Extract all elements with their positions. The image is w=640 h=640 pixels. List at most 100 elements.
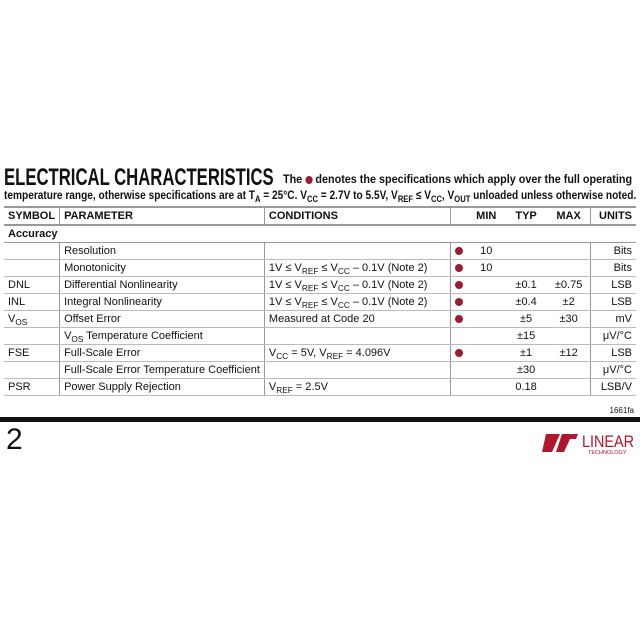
text-segment: temperature range, otherwise specificati…: [4, 188, 255, 202]
column-header: [449, 206, 468, 226]
symbol-cell: DNL: [4, 276, 60, 294]
text-segment: V: [64, 329, 72, 342]
subscript: REF: [301, 300, 319, 310]
svg-text:LINEAR: LINEAR: [582, 432, 634, 451]
table-row: PSR Power Supply Rejection VREF = 2.5V 0.18…: [4, 378, 636, 396]
text-segment: Differential Nonlinearity: [64, 278, 178, 291]
typ-cell: [504, 259, 548, 277]
parameter-cell: Monotonicity: [59, 259, 265, 277]
bullet-cell: [449, 327, 468, 345]
text-segment: Measured at Code 20: [268, 312, 375, 325]
typ-cell: ±1: [504, 344, 548, 362]
text-segment: = 2.5V: [292, 380, 328, 393]
conditions-cell: [263, 361, 450, 379]
intro-text: denotes the specifications which apply o…: [315, 172, 633, 186]
max-cell: ±2: [547, 293, 591, 311]
symbol-cell: [4, 242, 60, 260]
column-header: PARAMETER: [59, 206, 265, 226]
bullet-icon: [455, 280, 464, 289]
column-header: CONDITIONS: [263, 206, 450, 226]
column-header: MIN: [467, 206, 505, 226]
footer-rule: [0, 417, 640, 422]
symbol-cell: INL: [4, 293, 60, 311]
symbol-cell: FSE: [4, 344, 60, 362]
text-segment: , V: [441, 188, 455, 202]
table-row: Resolution 10 Bits: [4, 242, 636, 260]
bullet-icon: [455, 297, 464, 306]
conditions-cell: [263, 242, 450, 260]
typ-cell: ±15: [504, 327, 548, 345]
units-cell: μV/°C: [589, 327, 636, 345]
intro-line-1: The denotes the specifications which app…: [283, 172, 632, 186]
units-cell: Bits: [589, 242, 636, 260]
table-row: INL Integral Nonlinearity 1V ≤ VREF ≤ VCC …: [4, 293, 636, 311]
table-row: Full-Scale Error Temperature Coefficient…: [4, 361, 636, 379]
text-segment: Full-Scale Error: [64, 346, 141, 359]
subscript: REF: [397, 194, 414, 204]
table-row: VOS Temperature Coefficient ±15 μV/°C: [4, 327, 636, 345]
bullet-cell: [449, 293, 468, 311]
table-row: Monotonicity 1V ≤ VREF ≤ VCC – 0.1V (Note…: [4, 259, 636, 277]
parameter-cell: Full-Scale Error: [59, 344, 265, 362]
text-segment: – 0.1V (Note 2): [349, 295, 428, 308]
typ-cell: [504, 242, 548, 260]
conditions-cell: 1V ≤ VREF ≤ VCC – 0.1V (Note 2): [263, 259, 450, 277]
parameter-cell: Offset Error: [59, 310, 265, 328]
units-cell: LSB/V: [589, 378, 636, 396]
min-cell: [467, 378, 505, 396]
min-cell: [467, 276, 505, 294]
parameter-cell: Resolution: [59, 242, 265, 260]
text-segment: Monotonicity: [64, 261, 126, 274]
subscript: OS: [15, 317, 28, 327]
group-row: Accuracy: [4, 225, 636, 243]
subscript: CC: [430, 194, 442, 204]
text-segment: V: [268, 346, 277, 359]
units-cell: LSB: [589, 276, 636, 294]
typ-cell: 0.18: [504, 378, 548, 396]
units-cell: μV/°C: [589, 361, 636, 379]
subscript: CC: [307, 194, 318, 204]
table-row: DNL Differential Nonlinearity 1V ≤ VREF ≤ …: [4, 276, 636, 294]
bullet-icon: [305, 175, 313, 184]
column-header: MAX: [547, 206, 591, 226]
section-title: ELECTRICAL CHARACTERISTICS: [4, 164, 274, 191]
parameter-cell: Differential Nonlinearity: [59, 276, 265, 294]
max-cell: [547, 242, 591, 260]
text-segment: = 25°C. V: [260, 188, 308, 202]
subscript: CC: [337, 266, 350, 276]
text-segment: ≤ V: [318, 278, 338, 291]
bullet-icon: [455, 314, 464, 323]
subscript: OS: [71, 334, 84, 344]
table-row: VOS Offset Error Measured at Code 20 ±5 ±30 m…: [4, 310, 636, 328]
conditions-cell: 1V ≤ VREF ≤ VCC – 0.1V (Note 2): [263, 276, 450, 294]
page-number: 2: [6, 423, 23, 456]
text-segment: Full-Scale Error Temperature Coefficient: [64, 363, 260, 376]
symbol-cell: [4, 327, 60, 345]
typ-cell: ±0.4: [504, 293, 548, 311]
subscript: OUT: [454, 194, 471, 204]
text-segment: – 0.1V (Note 2): [349, 278, 428, 291]
intro-line-2: temperature range, otherwise specificati…: [4, 188, 636, 204]
conditions-cell: 1V ≤ VREF ≤ VCC – 0.1V (Note 2): [263, 293, 450, 311]
symbol-cell: [4, 361, 60, 379]
text-segment: Offset Error: [64, 312, 121, 325]
conditions-cell: VCC = 5V, VREF = 4.096V: [263, 344, 450, 362]
document-code: 1661fa: [609, 406, 634, 415]
bullet-cell: [449, 259, 468, 277]
subscript: CC: [337, 300, 350, 310]
text-segment: INL: [8, 295, 26, 308]
bullet-cell: [449, 361, 468, 379]
min-cell: [467, 310, 505, 328]
parameter-cell: Full-Scale Error Temperature Coefficient: [59, 361, 265, 379]
column-header: TYP: [504, 206, 548, 226]
text-segment: Temperature Coefficient: [83, 329, 203, 342]
subscript: REF: [326, 351, 344, 361]
text-segment: = 2.7V to 5.5V, V: [317, 188, 398, 202]
subscript: CC: [337, 283, 350, 293]
conditions-cell: Measured at Code 20: [263, 310, 450, 328]
min-cell: [467, 327, 505, 345]
parameter-cell: VOS Temperature Coefficient: [59, 327, 265, 345]
text-segment: Integral Nonlinearity: [64, 295, 162, 308]
parameter-cell: Integral Nonlinearity: [59, 293, 265, 311]
bullet-cell: [449, 310, 468, 328]
